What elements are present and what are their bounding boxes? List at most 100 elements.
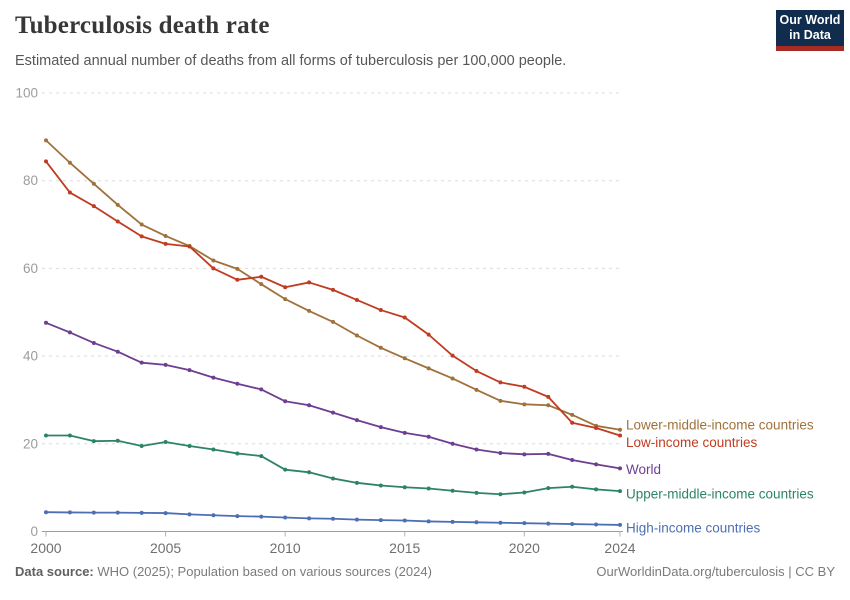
legend-label-high-income-countries[interactable]: High-income countries [626,520,761,535]
data-point [594,487,599,492]
data-point [426,332,431,337]
data-point [211,266,216,271]
data-point [426,366,431,371]
data-point [283,285,288,290]
data-point [139,234,144,239]
data-point [44,320,48,325]
data-point [91,340,96,345]
data-point [426,486,431,491]
data-point [163,362,168,367]
data-point [139,443,144,448]
legend-label-world[interactable]: World [626,462,661,477]
data-point [522,384,527,389]
data-point [115,438,120,443]
data-point [474,369,479,374]
data-point [115,219,120,224]
series-upper-middle-income-countries: Upper-middle-income countries [44,433,814,502]
x-tick-label: 2020 [509,540,540,556]
data-point [115,202,120,207]
data-point [67,160,72,165]
data-point [546,451,551,456]
data-point [594,522,599,527]
data-point [474,387,479,392]
x-tick-label: 2010 [270,540,301,556]
data-point [211,375,216,380]
data-point [44,510,48,515]
y-tick-label: 0 [30,524,38,539]
data-point [378,483,383,488]
y-tick-label: 40 [23,349,38,364]
data-point [44,433,48,438]
data-point [283,515,288,520]
data-point [139,360,144,365]
footer-link[interactable]: OurWorldinData.org/tuberculosis | CC BY [596,564,835,579]
series-low-income-countries: Low-income countries [44,159,758,450]
data-point [498,380,503,385]
data-point [354,297,359,302]
data-point [67,510,72,515]
data-point [450,376,455,381]
data-point [283,297,288,302]
data-source-label: Data source: [15,564,94,579]
data-point [498,492,503,497]
data-point [474,520,479,525]
data-point [570,522,575,527]
data-point [498,520,503,525]
series-line-lower-middle-income-countries[interactable] [45,139,621,431]
data-point [91,181,96,186]
owid-logo-line2: in Data [789,28,831,42]
data-point [546,403,551,408]
data-point [450,519,455,524]
series-line-low-income-countries[interactable] [45,160,621,437]
chart-footer: Data source: WHO (2025); Population base… [15,564,835,579]
data-point [618,489,622,494]
series-line-world[interactable] [45,321,621,470]
data-point [331,410,335,415]
data-point [91,439,96,444]
data-point [474,490,479,495]
owid-logo-line1: Our World [779,13,841,27]
data-point [67,433,72,438]
legend-label-low-income-countries[interactable]: Low-income countries [626,435,758,450]
data-point [498,398,503,403]
data-point [307,403,312,408]
data-point [498,451,503,456]
data-point [67,190,72,195]
x-tick-label: 2024 [604,540,635,556]
data-point [354,418,359,423]
y-tick-label: 60 [23,261,38,276]
data-point [378,518,383,523]
data-point [546,394,551,399]
series-high-income-countries: High-income countries [44,510,761,535]
data-point [211,513,216,518]
data-point [163,233,168,238]
data-point [139,222,144,227]
data-point [378,425,383,430]
data-point [283,467,288,472]
data-point [307,280,312,285]
data-source-text: WHO (2025); Population based on various … [93,564,432,579]
x-tick-label: 2005 [150,540,181,556]
page-title: Tuberculosis death rate [15,12,270,39]
data-point [450,353,455,358]
data-source: Data source: WHO (2025); Population base… [15,564,432,579]
data-point [594,426,599,431]
data-point [474,447,479,452]
legend-label-lower-middle-income-countries[interactable]: Lower-middle-income countries [626,417,814,432]
owid-logo[interactable]: Our World in Data [776,10,844,51]
data-point [259,454,264,459]
data-point [44,138,48,143]
data-point [331,476,335,481]
data-point [67,330,72,335]
data-point [91,510,96,515]
data-point [163,511,168,516]
y-tick-label: 80 [23,173,38,188]
data-point [331,516,335,521]
y-tick-label: 20 [23,436,38,451]
data-point [307,308,312,313]
data-point [354,517,359,522]
data-point [331,319,335,324]
legend-label-upper-middle-income-countries[interactable]: Upper-middle-income countries [626,487,814,502]
data-point [618,466,622,471]
